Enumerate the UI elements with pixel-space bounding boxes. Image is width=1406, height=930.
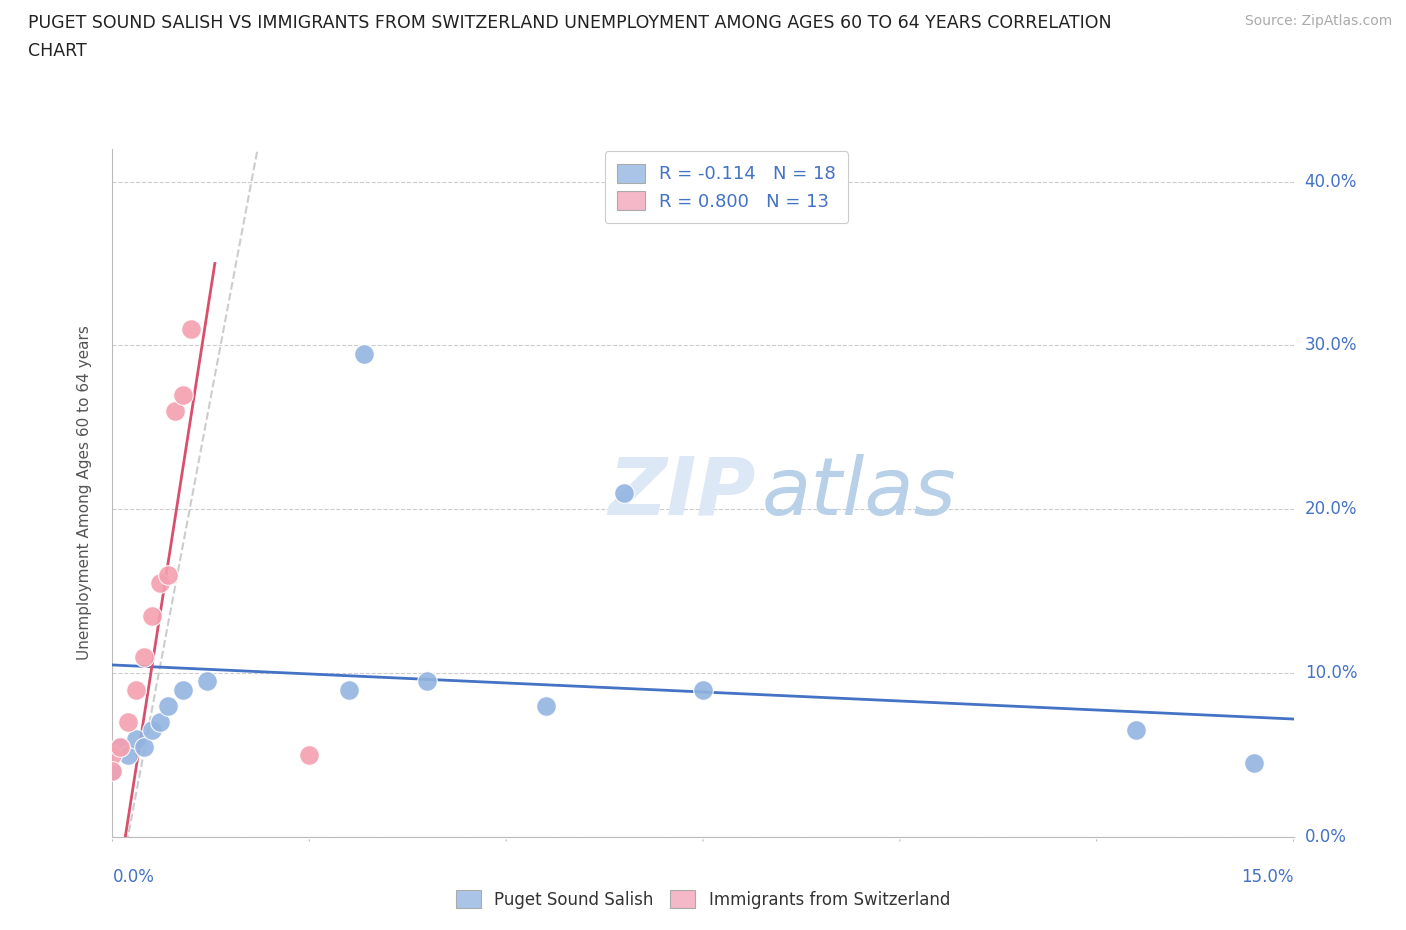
Point bbox=[353, 346, 375, 361]
Point bbox=[298, 748, 321, 763]
Text: PUGET SOUND SALISH VS IMMIGRANTS FROM SWITZERLAND UNEMPLOYMENT AMONG AGES 60 TO : PUGET SOUND SALISH VS IMMIGRANTS FROM SW… bbox=[28, 14, 1112, 32]
Point bbox=[149, 576, 172, 591]
Text: 15.0%: 15.0% bbox=[1241, 868, 1294, 885]
Point bbox=[141, 723, 163, 737]
Legend: Puget Sound Salish, Immigrants from Switzerland: Puget Sound Salish, Immigrants from Swit… bbox=[447, 882, 959, 917]
Text: 10.0%: 10.0% bbox=[1305, 664, 1357, 682]
Point bbox=[1243, 756, 1265, 771]
Point bbox=[132, 649, 155, 664]
Point bbox=[156, 567, 179, 582]
Point bbox=[141, 608, 163, 623]
Point bbox=[101, 764, 124, 779]
Point bbox=[110, 739, 132, 754]
Point bbox=[172, 387, 194, 402]
Point bbox=[149, 715, 172, 730]
Point bbox=[416, 674, 439, 689]
Text: ZIP: ZIP bbox=[609, 454, 756, 532]
Point bbox=[692, 682, 714, 697]
Point bbox=[337, 682, 360, 697]
Point bbox=[125, 682, 148, 697]
Point bbox=[156, 698, 179, 713]
Point bbox=[195, 674, 218, 689]
Point bbox=[110, 739, 132, 754]
Point bbox=[172, 682, 194, 697]
Point bbox=[132, 739, 155, 754]
Point bbox=[180, 322, 202, 337]
Point bbox=[125, 731, 148, 746]
Text: Source: ZipAtlas.com: Source: ZipAtlas.com bbox=[1244, 14, 1392, 28]
Legend: R = -0.114   N = 18, R = 0.800   N = 13: R = -0.114 N = 18, R = 0.800 N = 13 bbox=[605, 151, 848, 223]
Point bbox=[534, 698, 557, 713]
Point bbox=[1125, 723, 1147, 737]
Point bbox=[117, 748, 139, 763]
Text: 30.0%: 30.0% bbox=[1305, 337, 1357, 354]
Text: 0.0%: 0.0% bbox=[112, 868, 155, 885]
Text: 40.0%: 40.0% bbox=[1305, 173, 1357, 191]
Point bbox=[101, 764, 124, 779]
Text: 0.0%: 0.0% bbox=[1305, 828, 1347, 846]
Text: CHART: CHART bbox=[28, 42, 87, 60]
Text: 20.0%: 20.0% bbox=[1305, 500, 1357, 518]
Point bbox=[165, 404, 187, 418]
Y-axis label: Unemployment Among Ages 60 to 64 years: Unemployment Among Ages 60 to 64 years bbox=[77, 326, 91, 660]
Point bbox=[613, 485, 636, 500]
Point bbox=[101, 748, 124, 763]
Point bbox=[117, 715, 139, 730]
Text: atlas: atlas bbox=[762, 454, 957, 532]
